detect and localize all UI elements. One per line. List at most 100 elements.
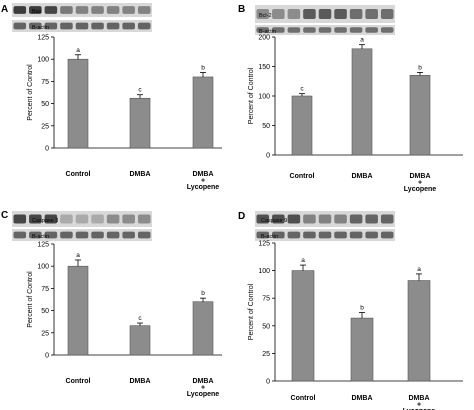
blot-label: B-actin: [32, 234, 49, 240]
blot-band: [380, 231, 394, 239]
blot-band: [44, 231, 58, 239]
blot-band: [106, 214, 120, 224]
bar: [129, 97, 151, 149]
category-label-line: DMBA: [130, 378, 151, 385]
y-tick-label: 150: [258, 64, 270, 71]
y-tick-label: 50: [41, 101, 49, 108]
blot-strip: B-actin: [12, 229, 152, 241]
blot-band: [272, 214, 285, 224]
blot-band: [365, 231, 378, 239]
blot-band: [318, 8, 332, 20]
blot-band: [44, 22, 58, 30]
blot-band: [365, 214, 378, 224]
blot-band: [303, 8, 316, 20]
blot-label: Bax: [32, 9, 42, 15]
y-tick-label: 50: [41, 308, 49, 315]
blot-band: [380, 8, 394, 20]
blot-strip: Caspase 9: [255, 211, 395, 227]
blot-band: [349, 27, 363, 33]
blot-strip: B-actin: [255, 25, 395, 35]
y-tick-label: 75: [41, 286, 49, 293]
significance-letter: a: [417, 266, 421, 273]
blot-band: [60, 6, 73, 14]
panel-b: B Bcl-2 B-actin 0 50 100 150 200 Percent of Cont…: [238, 4, 463, 193]
blot-band: [75, 22, 89, 30]
y-tick-label: 50: [262, 323, 270, 330]
blot-band: [334, 8, 347, 20]
blot-band: [13, 6, 27, 14]
category-label-line: DMBA: [409, 395, 430, 402]
blot-band: [349, 214, 363, 224]
bar: [351, 48, 373, 156]
blot-band: [44, 6, 58, 14]
y-tick-label: 100: [258, 94, 270, 101]
blot-band: [318, 214, 332, 224]
bar: [192, 76, 214, 149]
blot-band: [303, 27, 316, 33]
y-tick-label: 100: [37, 57, 49, 64]
significance-letter: b: [201, 290, 205, 297]
blot-band: [29, 231, 42, 239]
y-tick-label: 0: [45, 353, 49, 360]
blot-band: [272, 27, 285, 33]
category-label-line: Control: [66, 171, 91, 178]
bar: [129, 325, 151, 356]
blot-strip: Bcl-2: [255, 5, 395, 23]
y-axis-title: Percent of Control: [27, 271, 34, 328]
blot-band: [122, 214, 135, 224]
bar: [407, 280, 431, 382]
y-tick-label: 25: [262, 351, 270, 358]
category-label-line: DMBA: [130, 171, 151, 178]
significance-letter: c: [138, 315, 142, 322]
blot-band: [13, 22, 27, 30]
y-tick-label: 0: [45, 146, 49, 153]
blot-band: [106, 6, 120, 14]
blot-band: [334, 214, 347, 224]
significance-letter: c: [138, 87, 142, 94]
category-label-line: DMBA: [193, 171, 214, 178]
category-label-line: Lycopene: [404, 186, 437, 193]
blot-band: [75, 6, 89, 14]
panel-c: C Caspase 3 B-actin 0 25 50 75 100 125 Percent of…: [1, 210, 222, 398]
blot-band: [91, 22, 104, 30]
category-label-line: Lycopene: [403, 408, 436, 410]
blot-band: [29, 214, 42, 224]
bar: [67, 58, 89, 149]
significance-letter: b: [418, 64, 422, 71]
blot-band: [137, 214, 151, 224]
category-label-line: DMBA: [352, 395, 373, 402]
blot-band: [91, 6, 104, 14]
blot-label: B-actin: [32, 25, 49, 31]
y-tick-label: 25: [41, 330, 49, 337]
category-label: Control: [66, 378, 91, 385]
blot-band: [60, 214, 73, 224]
y-tick-label: 125: [258, 241, 270, 248]
blot-band: [106, 22, 120, 30]
blot-band: [122, 6, 135, 14]
blot-band: [303, 231, 316, 239]
blot-band: [256, 27, 270, 33]
blot-label: Caspase 9: [261, 218, 287, 224]
blot-band: [256, 214, 270, 224]
bar: [350, 317, 374, 382]
blot-band: [13, 214, 27, 224]
panel-letter: D: [238, 211, 245, 222]
panel-letter: C: [1, 210, 8, 221]
category-label: DMBA+Lycopene: [404, 173, 437, 193]
category-label-line: +: [417, 402, 421, 409]
category-label: DMBA: [352, 173, 373, 180]
y-tick-label: 100: [258, 268, 270, 275]
category-label-line: +: [418, 180, 422, 187]
blot-strip: Bax: [12, 3, 152, 17]
blot-label: Caspase 3: [32, 218, 58, 224]
category-label: DMBA: [352, 395, 373, 402]
category-label-line: Control: [291, 395, 316, 402]
bar: [409, 75, 431, 156]
y-axis-title: Percent of Control: [248, 67, 255, 124]
blot-band: [287, 8, 301, 20]
blot-label: B-actin: [259, 29, 276, 35]
category-label: Control: [290, 173, 315, 180]
significance-letter: b: [360, 305, 364, 312]
bar: [291, 95, 313, 156]
